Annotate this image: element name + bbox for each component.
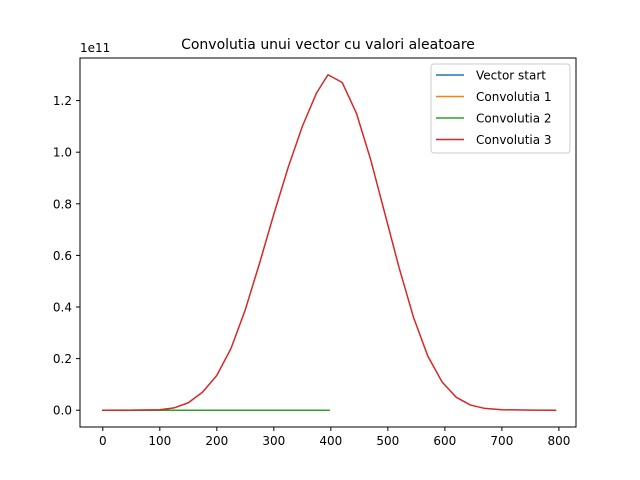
x-tick-label: 100	[148, 434, 171, 448]
y-tick-label: 1.2	[53, 94, 72, 108]
legend-box	[430, 63, 571, 154]
chart-title: Convolutia unui vector cu valori aleatoa…	[181, 37, 475, 53]
x-tick-label: 0	[99, 434, 107, 448]
plot-area-frame	[79, 57, 577, 428]
y-axis-ticks: 0.0 0.2 0.4 0.6 0.8 1.0 1.2	[53, 94, 80, 418]
y-tick-label: 0.6	[53, 249, 72, 263]
x-tick-label: 600	[433, 434, 456, 448]
series-line-4	[102, 74, 557, 411]
x-axis-ticks: 0 100 200 300 400 500 600 700 800	[99, 427, 570, 448]
x-tick-label: 500	[376, 434, 399, 448]
y-tick-label: 0.2	[53, 352, 72, 366]
y-tick-label: 0.4	[53, 301, 72, 315]
x-tick-label: 700	[490, 434, 513, 448]
y-offset-label: 1e11	[80, 41, 110, 55]
x-tick-label: 300	[262, 434, 285, 448]
y-tick-label: 1.0	[53, 146, 72, 160]
legend-label-2: Convolutia 1	[476, 90, 552, 104]
y-tick-label: 0.0	[53, 404, 72, 418]
series-layer	[102, 74, 557, 411]
x-tick-label: 200	[205, 434, 228, 448]
legend-label-3: Convolutia 2	[476, 112, 552, 126]
y-tick-label: 0.8	[53, 197, 72, 211]
x-tick-label: 400	[319, 434, 342, 448]
x-tick-label: 800	[547, 434, 570, 448]
legend-label-4: Convolutia 3	[476, 133, 552, 147]
legend: Vector start Convolutia 1 Convolutia 2 Conv…	[430, 63, 571, 154]
legend-label-1: Vector start	[476, 69, 546, 83]
